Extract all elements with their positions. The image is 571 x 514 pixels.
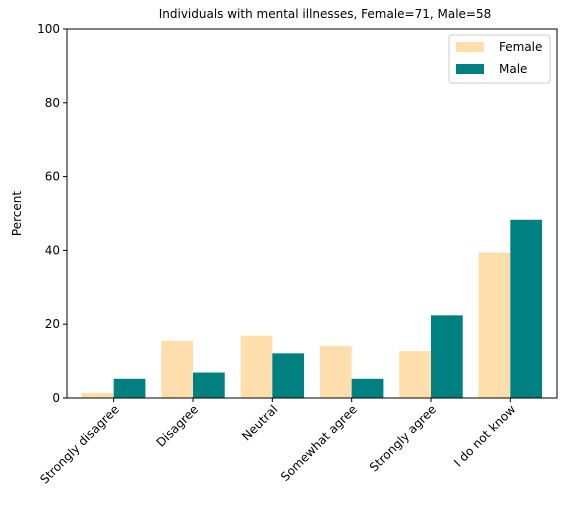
bar-female-3 xyxy=(319,345,352,398)
legend-swatch-male xyxy=(456,64,484,74)
y-tick-label-4: 80 xyxy=(45,96,60,110)
bar-male-5 xyxy=(510,219,543,398)
legend-swatch-female xyxy=(456,42,484,52)
y-axis: 0 20 40 60 80 100 xyxy=(37,22,67,405)
y-tick-label-5: 100 xyxy=(37,22,60,36)
bar-male-2 xyxy=(272,353,305,398)
y-tick-label-2: 40 xyxy=(45,243,60,257)
y-tick-label-3: 60 xyxy=(45,170,60,184)
plot-frame xyxy=(66,28,558,399)
bar-female-4 xyxy=(399,351,431,398)
legend-label-male: Male xyxy=(499,62,527,76)
bars-group xyxy=(81,219,543,398)
bar-male-3 xyxy=(351,378,384,398)
x-tick-label-0: Strongly disagree xyxy=(37,402,121,486)
legend-label-female: Female xyxy=(499,40,542,54)
x-tick-label-4: Strongly agree xyxy=(367,402,439,474)
x-tick-label-1: Disagree xyxy=(154,402,202,450)
y-tick-label-1: 20 xyxy=(45,317,60,331)
bar-female-0 xyxy=(81,392,114,398)
bar-male-1 xyxy=(193,372,225,398)
y-axis-label: Percent xyxy=(10,191,24,236)
x-tick-label-5: I do not know xyxy=(451,402,519,470)
x-axis: Strongly disagree Disagree NeutralSomewhat… xyxy=(37,398,519,487)
y-tick-label-0: 0 xyxy=(52,391,60,405)
legend: Female Male xyxy=(448,34,551,84)
bar-female-1 xyxy=(161,340,193,398)
x-tick-label-2: Neutral xyxy=(239,402,280,443)
chart-title: Individuals with mental illnesses, Femal… xyxy=(159,7,492,21)
bar-female-2 xyxy=(240,335,273,398)
bar-male-4 xyxy=(431,315,463,398)
bar-male-0 xyxy=(113,378,146,398)
x-tick-label-3: Somewhat agree xyxy=(278,402,360,484)
bar-female-5 xyxy=(478,252,511,398)
